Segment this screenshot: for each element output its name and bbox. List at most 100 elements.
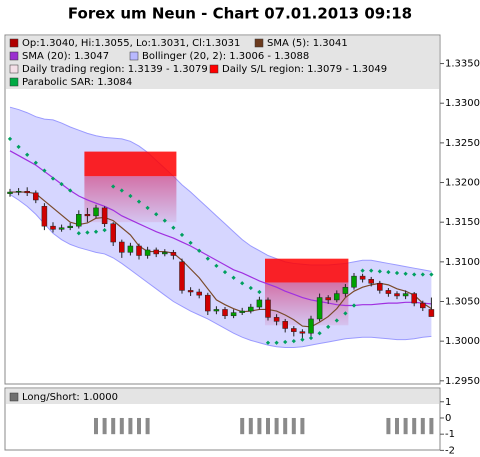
candle-body	[179, 261, 185, 291]
sar-point	[360, 268, 365, 273]
sar-point	[16, 144, 21, 149]
bar	[145, 417, 150, 435]
sar-point	[412, 272, 417, 277]
sar-point	[205, 256, 210, 261]
sar-point	[420, 272, 425, 277]
bar	[429, 417, 434, 435]
candle-body	[144, 249, 151, 256]
candle-body	[7, 191, 13, 194]
legend-swatch	[9, 51, 19, 61]
candle-body	[33, 192, 39, 201]
sma-line	[9, 150, 432, 307]
candle-body	[230, 312, 237, 317]
sar-point	[429, 272, 434, 277]
sar-point	[171, 225, 176, 230]
candle-body	[58, 227, 65, 230]
y-tick-label: 1.3250	[445, 138, 480, 149]
legend-label: Long/Short: 1.0000	[22, 392, 118, 403]
sar-point	[369, 268, 374, 273]
candle-body	[359, 275, 366, 280]
sar-point	[257, 289, 262, 295]
candle-body	[282, 321, 288, 329]
bollinger-line	[9, 106, 432, 272]
sl-region	[84, 151, 177, 177]
legend-swatch	[9, 77, 19, 87]
y-tick-label: 1.3150	[445, 217, 480, 228]
sar-point	[93, 229, 99, 234]
bar	[395, 417, 399, 435]
sar-point	[386, 270, 391, 275]
sar-point	[111, 184, 116, 189]
candle-body	[162, 252, 168, 255]
bar	[257, 417, 262, 435]
sar-point	[377, 269, 382, 274]
bar	[274, 417, 279, 435]
sar-point	[68, 188, 73, 193]
sar-point	[85, 230, 90, 235]
sar-point	[197, 248, 202, 253]
bar	[111, 417, 116, 435]
sar-point	[308, 335, 314, 341]
sar-point	[248, 285, 253, 291]
bar	[386, 417, 391, 435]
legend-swatch	[254, 38, 264, 48]
candle-body	[299, 331, 306, 334]
candle-body	[428, 309, 435, 317]
candle-body	[256, 299, 263, 308]
bar	[248, 417, 253, 435]
candle-body	[248, 306, 254, 312]
y-tick-label: 1.3100	[445, 257, 480, 268]
sar-point	[222, 270, 228, 275]
legend-swatch	[9, 392, 19, 402]
sar-point	[394, 270, 400, 276]
candle-body	[316, 297, 323, 320]
candle-body	[420, 302, 426, 309]
sar-point	[317, 331, 322, 336]
candle-body	[377, 283, 383, 291]
candle-body	[196, 291, 202, 296]
sar-point	[50, 176, 56, 181]
candle-body	[325, 297, 331, 301]
sl-region	[265, 258, 349, 283]
candle-body	[93, 207, 99, 217]
candle-body	[50, 225, 56, 230]
sar-point	[403, 271, 408, 276]
candle-body	[127, 245, 134, 253]
candle-body	[15, 191, 22, 193]
y-tick-label: 1	[445, 397, 451, 408]
bar	[420, 417, 425, 435]
sar-point	[188, 240, 193, 245]
candle-body	[153, 249, 159, 255]
sar-point	[136, 199, 142, 204]
legend-swatch	[209, 64, 219, 74]
sar-point	[274, 340, 279, 345]
candle-body	[265, 299, 271, 318]
bar	[137, 417, 141, 435]
candle-body	[205, 294, 211, 312]
sar-point	[76, 231, 81, 236]
bar	[266, 417, 270, 435]
sar-point	[351, 303, 357, 308]
bar	[412, 417, 417, 435]
legend-label: SMA (20): 1.3047	[22, 51, 109, 62]
candle-body	[342, 286, 349, 294]
sar-point	[240, 281, 245, 286]
candle-body	[67, 225, 73, 228]
bar	[300, 417, 305, 435]
candle-body	[334, 293, 340, 301]
sar-point	[42, 168, 47, 173]
bar	[240, 417, 245, 435]
candle-body	[368, 279, 374, 284]
sar-point	[179, 232, 185, 238]
candle-body	[394, 293, 400, 297]
y-tick-label: 1.3050	[445, 297, 480, 308]
legend-swatch	[9, 38, 19, 48]
sar-point	[343, 311, 348, 316]
bar	[102, 417, 107, 435]
legend-label: Bollinger (20, 2): 1.3006 - 1.3088	[142, 51, 309, 62]
candle-body	[110, 223, 116, 243]
sar-point	[326, 324, 331, 330]
sar-point	[300, 337, 305, 342]
candle-body	[101, 207, 108, 225]
